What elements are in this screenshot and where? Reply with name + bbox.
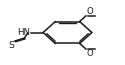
- Text: HN: HN: [17, 28, 30, 37]
- Text: O: O: [86, 7, 93, 16]
- Text: O: O: [86, 49, 93, 58]
- Text: S: S: [8, 41, 14, 50]
